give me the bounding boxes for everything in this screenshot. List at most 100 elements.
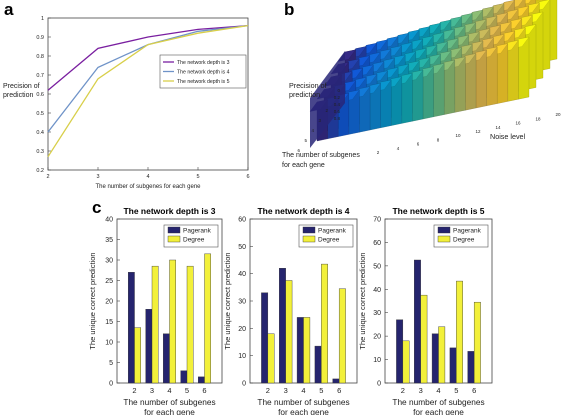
panel-a-xtick-label: 4 bbox=[146, 174, 149, 180]
panel-c-ytick-label: 10 bbox=[238, 353, 246, 360]
panel-c-ytick-label: 15 bbox=[105, 319, 113, 326]
panel-b-xtick-label: 14 bbox=[495, 125, 501, 130]
panel-c-xlabel-line2: for each gene bbox=[413, 407, 464, 415]
panel-b-ztick-label: 0.6 bbox=[334, 109, 341, 114]
panel-b-xtick-label: 18 bbox=[535, 116, 541, 121]
panel-b-xtick-label: 2 bbox=[377, 150, 380, 155]
panel-c-bar-degree bbox=[321, 263, 328, 384]
panel-b-xtick-label: 20 bbox=[555, 112, 561, 117]
panel-c-bar-degree bbox=[267, 333, 275, 384]
panel-b-ylabel-line1: The number of subgenes bbox=[282, 152, 360, 159]
panel-c-xlabel-line1: The number of subgenes bbox=[123, 397, 215, 407]
panel-a-legend bbox=[159, 54, 247, 89]
panel-c-title-2: The network depth is 4 bbox=[257, 206, 349, 216]
panel-b-ztick-label: 0.4 bbox=[334, 102, 341, 107]
panel-c-ytick-label: 60 bbox=[373, 240, 381, 247]
panel-a-ytick-label: 0.7 bbox=[36, 73, 44, 79]
panel-b-left-wall bbox=[310, 51, 345, 148]
panel-c-legend-label: Pagerank bbox=[453, 228, 482, 235]
panel-b-xtick-label: 8 bbox=[437, 137, 440, 142]
panel-c-xlabel-line2: for each gene bbox=[144, 407, 195, 415]
panel-c-bar-degree bbox=[402, 340, 410, 384]
panel-c-bar-degree bbox=[285, 280, 293, 384]
panel-c-bar-degree bbox=[204, 253, 212, 384]
panel-c-bar-degree bbox=[151, 265, 159, 384]
panel-b-zlabel-line1: Precision of bbox=[289, 81, 327, 90]
panel-a-xlabel: The number of subgenes for each gene bbox=[95, 184, 201, 190]
panel-c-bar-pagerank bbox=[467, 351, 475, 384]
panel-c-ytick-label: 70 bbox=[373, 217, 381, 224]
panel-c-ytick-label: 5 bbox=[109, 360, 113, 367]
panel-c-bar-pagerank bbox=[261, 292, 269, 384]
panel-c-ytick-label: 20 bbox=[105, 299, 113, 306]
panel-c-ytick-label: 20 bbox=[238, 326, 246, 333]
panel-c-bar-pagerank bbox=[180, 370, 188, 384]
panel-letter-a: a bbox=[4, 0, 14, 19]
panel-c-title-1: The network depth is 3 bbox=[123, 206, 215, 216]
panel-a-ytick-label: 1 bbox=[41, 16, 44, 22]
panel-a-legend-label: The network depth is 5 bbox=[177, 79, 230, 85]
panel-c-xtick-label: 4 bbox=[436, 386, 440, 395]
panel-c-ylabel: The unique correct prediction bbox=[88, 252, 97, 349]
panel-c-ytick-label: 30 bbox=[373, 310, 381, 317]
panel-c-xtick-label: 5 bbox=[454, 386, 458, 395]
panel-c-xtick-label: 2 bbox=[401, 386, 405, 395]
panel-c-legend-label: Degree bbox=[453, 237, 475, 244]
panel-a-xtick-label: 5 bbox=[196, 174, 199, 180]
panel-c-ytick-label: 35 bbox=[105, 237, 113, 244]
panel-c-xlabel-line2: for each gene bbox=[278, 407, 329, 415]
panel-letter-b: b bbox=[284, 0, 295, 19]
panel-c-ytick-label: 20 bbox=[373, 334, 381, 341]
panel-c-xtick-label: 5 bbox=[319, 386, 323, 395]
panel-c-bar-degree bbox=[473, 301, 481, 384]
panel-b-xtick-label: 6 bbox=[417, 142, 420, 147]
panel-b-ytick-label: 6 bbox=[297, 148, 300, 153]
panel-a-series-line-3 bbox=[47, 24, 249, 91]
panel-c-title-3: The network depth is 5 bbox=[392, 206, 484, 216]
panel-b-xtick-label: 4 bbox=[397, 146, 400, 151]
panel-c-bar-pagerank bbox=[449, 347, 457, 384]
panel-a-ytick-label: 0.3 bbox=[36, 149, 44, 155]
panel-c-bar-degree bbox=[420, 294, 428, 384]
panel-c-ytick-label: 10 bbox=[373, 357, 381, 364]
panel-a-ytick-label: 0.2 bbox=[36, 168, 44, 174]
panel-c-xtick-label: 3 bbox=[419, 386, 423, 395]
panel-b-ytick-label: 4 bbox=[311, 128, 314, 133]
panel-b-xtick-label: 12 bbox=[475, 129, 481, 134]
panel-c-ytick-label: 0 bbox=[377, 381, 381, 388]
panel-a-ytick-label: 0.4 bbox=[36, 130, 44, 136]
panel-c-xtick-label: 6 bbox=[202, 386, 206, 395]
panel-a-legend-label: The network depth is 3 bbox=[177, 60, 230, 66]
panel-c-legend-label: Degree bbox=[183, 237, 205, 244]
panel-c-ytick-label: 50 bbox=[238, 244, 246, 251]
panel-c-xtick-label: 2 bbox=[132, 386, 136, 395]
panel-b-ytick-label: 5 bbox=[304, 138, 307, 143]
panel-c-legend-label: Pagerank bbox=[183, 228, 212, 235]
panel-c-bar-degree bbox=[438, 326, 446, 384]
panel-c-ytick-label: 0 bbox=[242, 381, 246, 388]
panel-a-ytick-label: 0.9 bbox=[36, 35, 44, 41]
panel-c-xtick-label: 3 bbox=[284, 386, 288, 395]
panel-b-ytick-label: 2 bbox=[325, 108, 328, 113]
panel-a-ytick-label: 0.5 bbox=[36, 111, 44, 117]
panel-c-ylabel: The unique correct prediction bbox=[223, 252, 232, 349]
panel-c-bar-degree bbox=[186, 265, 194, 384]
panel-c-ytick-label: 30 bbox=[105, 258, 113, 265]
panel-c-ytick-label: 30 bbox=[238, 299, 246, 306]
panel-c-bar-degree bbox=[303, 317, 311, 384]
panel-a-ylabel-line1: Precision of bbox=[3, 83, 40, 90]
panel-c-bar-pagerank bbox=[296, 317, 304, 384]
panel-c-bar-degree bbox=[338, 288, 346, 384]
panel-c-xlabel-line1: The number of subgenes bbox=[257, 397, 349, 407]
panel-c-bar-pagerank bbox=[162, 333, 170, 384]
panel-c-legend-swatch bbox=[302, 235, 316, 243]
panel-c-bar-degree bbox=[169, 259, 177, 384]
panel-c-ylabel: The unique correct prediction bbox=[358, 252, 367, 349]
panel-c-bar-degree bbox=[456, 280, 463, 384]
panel-c-ytick-label: 40 bbox=[238, 271, 246, 278]
panel-c-xtick-label: 5 bbox=[185, 386, 189, 395]
panel-b-ztick-label: 0 bbox=[337, 88, 340, 93]
panel-b-ztick-label: 0.2 bbox=[334, 95, 341, 100]
panel-c-legend-swatch bbox=[437, 235, 451, 243]
panel-b-xtick-label: 16 bbox=[515, 121, 521, 126]
